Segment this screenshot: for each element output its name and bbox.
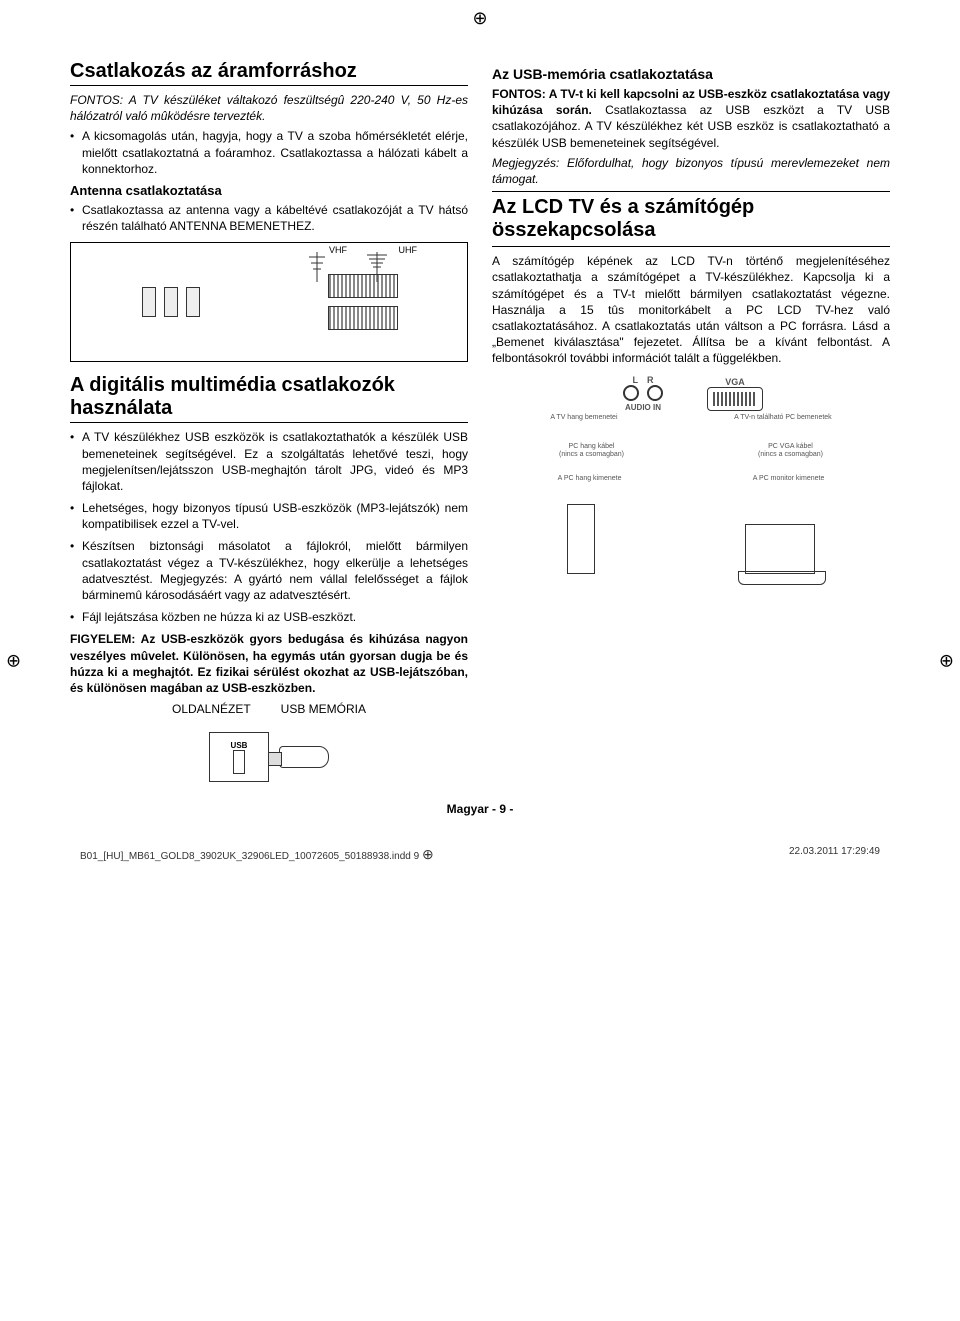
page-footer: Magyar - 9 - <box>70 802 890 816</box>
power-note: FONTOS: A TV készüléket váltakozó feszül… <box>70 92 468 124</box>
digital-li-1: A TV készülékhez USB eszközök is csatlak… <box>70 429 468 494</box>
heading-lcd-pc: Az LCD TV és a számítógép összekapcsolás… <box>492 191 890 247</box>
pc-connection-diagram: L R AUDIO IN VGA A TV hang bemenetei A T… <box>492 374 890 574</box>
file-path: B01_[HU]_MB61_GOLD8_3902UK_32906LED_1007… <box>80 846 434 863</box>
page: ⊕ ⊕ ⊕ Csatlakozás az áramforráshoz FONTO… <box>0 0 960 1321</box>
audio-jack-r-icon <box>647 385 663 401</box>
usb-hdd-note: Megjegyzés: Előfordulhat, hogy bizonyos … <box>492 155 890 187</box>
heading-antenna: Antenna csatlakoztatása <box>70 183 468 198</box>
usb-warning: FIGYELEM: Az USB-eszközök gyors bedugása… <box>70 631 468 696</box>
laptop-icon <box>745 524 815 574</box>
content-columns: Csatlakozás az áramforráshoz FONTOS: A T… <box>70 60 890 782</box>
usb-port-text: USB <box>231 741 248 750</box>
print-metadata: B01_[HU]_MB61_GOLD8_3902UK_32906LED_1007… <box>70 846 890 863</box>
digital-li-3: Készítsen biztonsági másolatot a fájlokr… <box>70 538 468 603</box>
audio-l-label: L <box>633 375 639 385</box>
pc-audio-out-label: A PC hang kimenete <box>558 475 622 483</box>
audio-in-label: AUDIO IN <box>619 403 667 412</box>
registration-mark-right: ⊕ <box>939 650 954 671</box>
power-instruction: A kicsomagolás után, hagyja, hogy a TV a… <box>70 128 468 177</box>
print-date: 22.03.2011 17:29:49 <box>789 846 880 863</box>
lcd-pc-text: A számítógép képének az LCD TV-n történő… <box>492 253 890 366</box>
pc-vga-cable-label: PC VGA kábel (nincs a csomagban) <box>758 443 823 460</box>
usb-memory-label: USB MEMÓRIA <box>281 702 366 716</box>
pc-tower-icon <box>567 504 595 574</box>
pc-monitor-out-label: A PC monitor kimenete <box>753 475 825 483</box>
left-column: Csatlakozás az áramforráshoz FONTOS: A T… <box>70 60 468 782</box>
antenna-diagram: VHF UHF <box>70 242 468 362</box>
usb-diagram: USB <box>70 732 468 782</box>
usb-connect-text: FONTOS: A TV-t ki kell kapcsolni az USB-… <box>492 86 890 151</box>
usb-stick-icon <box>279 746 329 768</box>
vga-label: VGA <box>707 377 763 387</box>
antenna-instruction: Csatlakoztassa az antenna vagy a kábelté… <box>70 202 468 234</box>
tv-pc-in-label: A TV-n található PC bemenetek <box>734 414 832 422</box>
side-view-label: OLDALNÉZET <box>172 702 251 716</box>
pc-audio-cable-label: PC hang kábel (nincs a csomagban) <box>559 443 624 460</box>
usb-labels-row: OLDALNÉZET USB MEMÓRIA <box>70 702 468 716</box>
audio-jack-l-icon <box>623 385 639 401</box>
vga-port-icon <box>707 387 763 411</box>
digital-li-2: Lehetséges, hogy bizonyos típusú USB-esz… <box>70 500 468 532</box>
heading-power: Csatlakozás az áramforráshoz <box>70 60 468 86</box>
tv-audio-in-label: A TV hang bemenetei <box>550 414 617 422</box>
heading-usb-connect: Az USB-memória csatlakoztatása <box>492 66 890 82</box>
antenna-icon <box>307 247 437 287</box>
registration-mark-left: ⊕ <box>6 650 21 671</box>
registration-mark-top: ⊕ <box>472 8 487 29</box>
heading-digital: A digitális multimédia csatlakozók haszn… <box>70 374 468 423</box>
audio-r-label: R <box>647 375 654 385</box>
digital-li-4: Fájl lejátszása közben ne húzza ki az US… <box>70 609 468 625</box>
usb-port-icon: USB <box>209 732 269 782</box>
right-column: Az USB-memória csatlakoztatása FONTOS: A… <box>492 60 890 782</box>
page-number: Magyar - 9 - <box>447 802 514 816</box>
